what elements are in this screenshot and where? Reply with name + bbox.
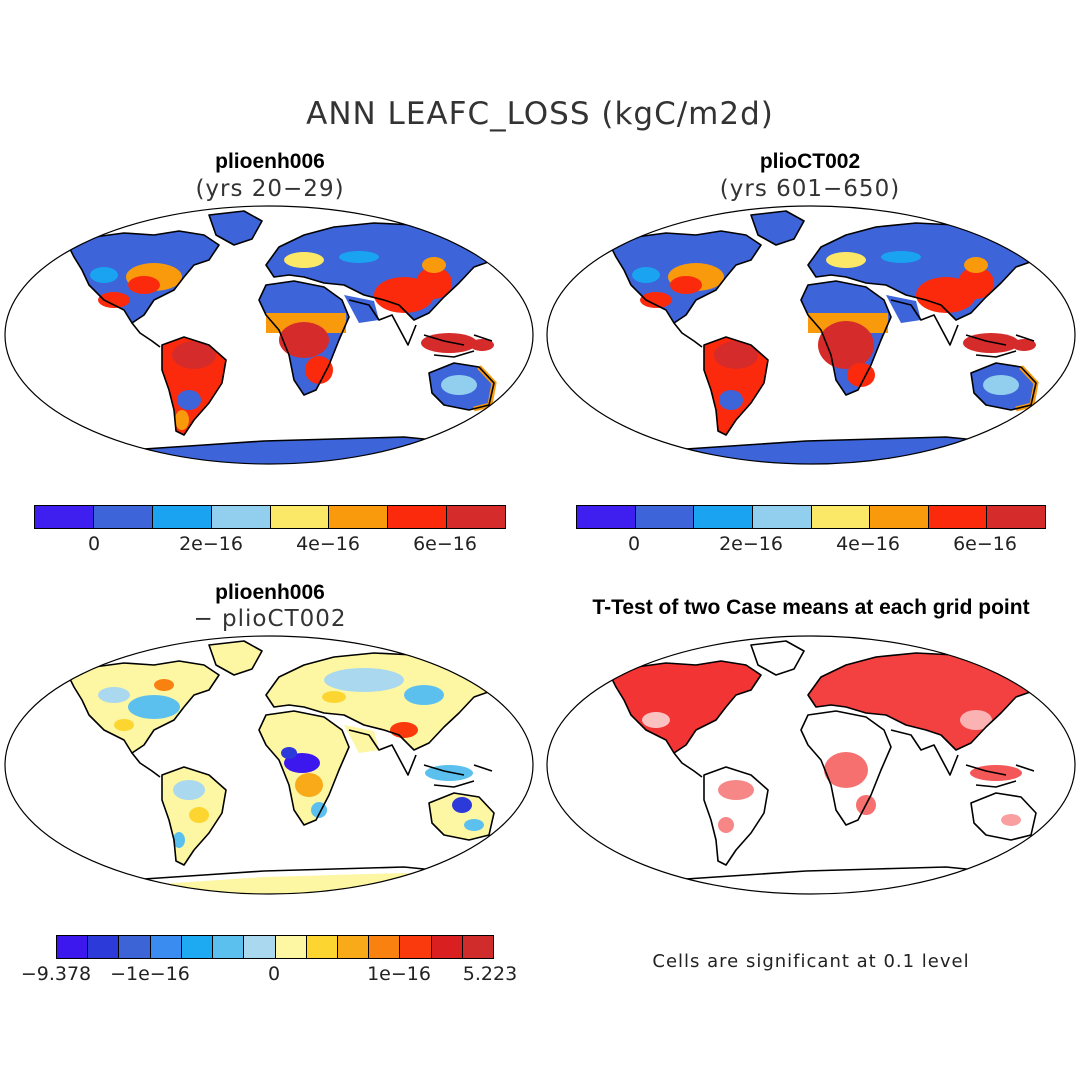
colorbar-top-left-swatch bbox=[35, 506, 94, 528]
colorbar-top-right-swatch bbox=[928, 506, 988, 528]
colorbar-bottom-left-swatch bbox=[275, 936, 307, 958]
colorbar-top-left-tick-label: 0 bbox=[87, 533, 101, 555]
colorbar-top-left-swatch bbox=[93, 506, 153, 528]
colorbar-bottom-left-swatch bbox=[244, 936, 276, 958]
map-bottom-right bbox=[546, 635, 1076, 895]
colorbar-bottom-left-swatch bbox=[400, 936, 432, 958]
panel-subtitle-bottom-left: − plioCT002 bbox=[193, 606, 347, 632]
colorbar-bottom-left-tick-label: 0 bbox=[267, 963, 281, 985]
colorbar-top-right-tick-label: 4e−16 bbox=[836, 533, 900, 555]
colorbar-top-right-tick-label: 2e−16 bbox=[719, 533, 783, 555]
colorbar-top-right-swatch bbox=[752, 506, 812, 528]
colorbar-top-right-tick-label: 6e−16 bbox=[953, 533, 1017, 555]
panel-subtitle-top-right: (yrs 601−650) bbox=[719, 176, 901, 202]
colorbar-bottom-left-swatch bbox=[88, 936, 120, 958]
colorbar-bottom-left-tick-label: −9.378 bbox=[20, 963, 92, 985]
colorbar-bottom-left-swatch bbox=[213, 936, 245, 958]
colorbar-bottom-left-swatch bbox=[119, 936, 151, 958]
colorbar-top-right-swatch bbox=[635, 506, 695, 528]
colorbar-bottom-left-swatch bbox=[431, 936, 463, 958]
colorbar-top-left-swatch bbox=[211, 506, 271, 528]
colorbar-top-right-swatch bbox=[870, 506, 929, 528]
colorbar-bottom-left-tick-label: −1e−16 bbox=[110, 963, 190, 985]
colorbar-top-right bbox=[576, 505, 1046, 529]
colorbar-top-left-tick-label: 4e−16 bbox=[296, 533, 360, 555]
colorbar-bottom-left-swatch bbox=[150, 936, 182, 958]
colorbar-top-left-tick-label: 2e−16 bbox=[179, 533, 243, 555]
panel-subtitle-top-left: (yrs 20−29) bbox=[195, 176, 345, 202]
panel-title-top-right: plioCT002 bbox=[759, 150, 861, 173]
map-top-right bbox=[546, 205, 1076, 465]
colorbar-top-left-swatch bbox=[388, 506, 448, 528]
colorbar-bottom-left-swatch bbox=[462, 936, 494, 958]
colorbar-top-left-swatch bbox=[152, 506, 212, 528]
colorbar-top-left-swatch bbox=[447, 506, 505, 528]
main-title: ANN LEAFC_LOSS (kgC/m2d) bbox=[306, 96, 774, 132]
map-top-left bbox=[4, 205, 534, 465]
panel-title-bottom-right: T-Test of two Case means at each grid po… bbox=[592, 596, 1030, 619]
colorbar-top-left bbox=[34, 505, 506, 529]
map-bottom-left bbox=[4, 635, 534, 895]
colorbar-top-left-tick-label: 6e−16 bbox=[413, 533, 477, 555]
panel-title-bottom-left: plioenh006 bbox=[215, 581, 325, 604]
colorbar-bottom-left bbox=[56, 935, 494, 959]
colorbar-top-right-tick-label: 0 bbox=[627, 533, 641, 555]
colorbar-bottom-left-swatch bbox=[337, 936, 370, 958]
colorbar-bottom-left-tick-label: 5.223 bbox=[462, 963, 518, 985]
colorbar-bottom-left-swatch bbox=[57, 936, 89, 958]
colorbar-bottom-left-swatch bbox=[369, 936, 401, 958]
colorbar-top-right-swatch bbox=[577, 506, 636, 528]
colorbar-bottom-left-swatch bbox=[181, 936, 214, 958]
significance-note: Cells are significant at 0.1 level bbox=[652, 951, 970, 972]
colorbar-top-left-swatch bbox=[329, 506, 389, 528]
colorbar-bottom-left-swatch bbox=[306, 936, 338, 958]
colorbar-top-left-swatch bbox=[270, 506, 330, 528]
colorbar-top-right-swatch bbox=[987, 506, 1045, 528]
colorbar-top-right-swatch bbox=[811, 506, 871, 528]
colorbar-top-right-swatch bbox=[694, 506, 753, 528]
colorbar-bottom-left-tick-label: 1e−16 bbox=[367, 963, 431, 985]
panel-title-top-left: plioenh006 bbox=[215, 150, 325, 173]
